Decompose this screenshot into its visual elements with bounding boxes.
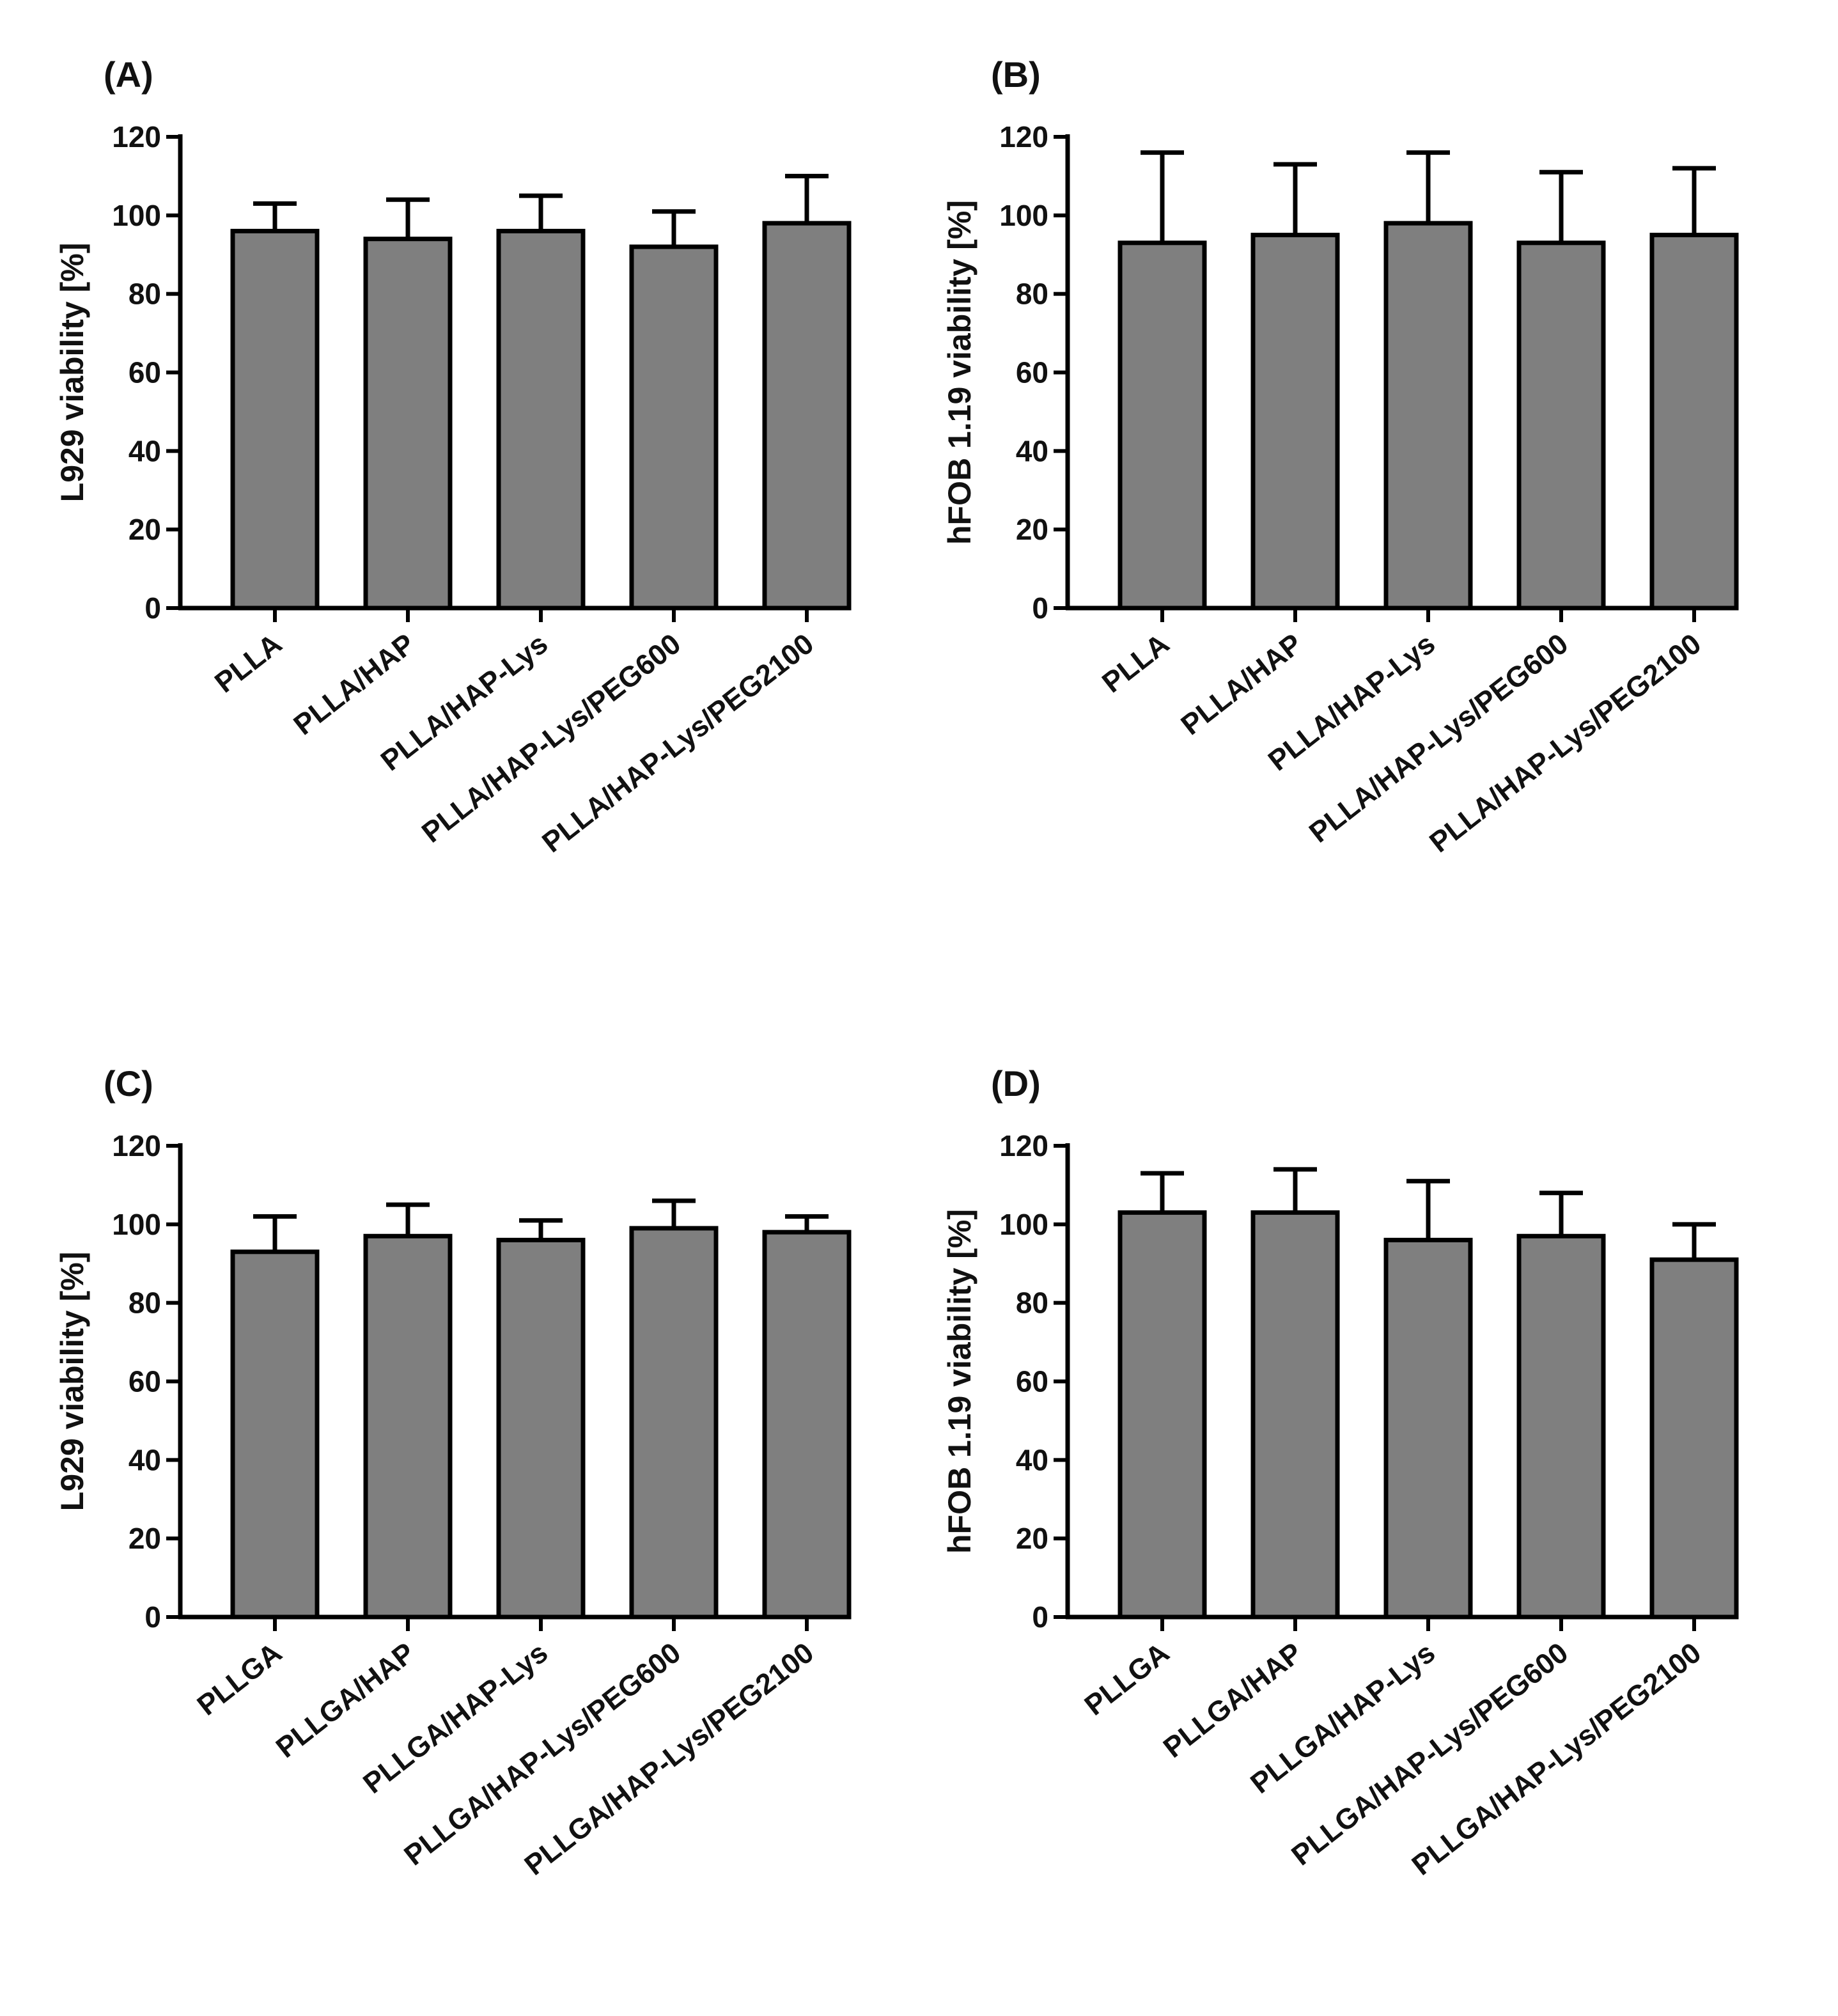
y-tick-label: 20: [1016, 1522, 1048, 1555]
bar: [230, 1249, 320, 1620]
category-label: PLLA/HAP: [287, 627, 421, 742]
y-tick-label: 20: [129, 513, 161, 546]
y-tick-label: 40: [129, 434, 161, 467]
panel-c-label: (C): [104, 1063, 153, 1104]
y-axis-title: hFOB 1.19 viability [%]: [942, 1209, 977, 1554]
bar: [629, 244, 719, 611]
panel-a: (A) 0 20 40 60 80 100 120 L929 viability [%] PLL…: [54, 54, 852, 859]
y-tick-label: 20: [1016, 513, 1048, 546]
y-tick-label: 80: [129, 1286, 161, 1320]
y-tick-label: 60: [129, 356, 161, 389]
y-tick-label: 100: [112, 1208, 161, 1241]
y-tick-label: 0: [144, 591, 161, 625]
y-axis-title: hFOB 1.19 viability [%]: [942, 200, 977, 545]
bar: [1649, 233, 1739, 611]
panel-d-label: (D): [991, 1063, 1041, 1104]
category-label: PLLA: [1096, 627, 1175, 699]
bar: [1516, 240, 1606, 611]
bar: [230, 228, 320, 611]
bar: [1516, 1233, 1606, 1620]
y-tick-label: 60: [1016, 1365, 1048, 1398]
y-axis-title: L929 viability [%]: [54, 243, 90, 503]
bar: [496, 1237, 586, 1620]
panel-b-label: (B): [991, 54, 1041, 95]
y-tick-label: 40: [1016, 1443, 1048, 1476]
category-label: PLLA/HAP-Lys/PEG600: [416, 627, 687, 849]
bar: [1118, 1210, 1207, 1620]
panel-d: (D) 0 20 40 60 80 100 120 hFOB 1.19 viability […: [942, 1063, 1739, 1882]
y-tick-label: 0: [144, 1600, 161, 1634]
y-tick-label: 80: [129, 277, 161, 311]
y-tick-label: 60: [1016, 356, 1048, 389]
bar: [762, 221, 852, 611]
panel-a-label: (A): [104, 54, 153, 95]
bar: [496, 228, 586, 611]
category-label: PLLA/HAP-Lys/PEG600: [1303, 627, 1574, 849]
bar: [1250, 1210, 1340, 1620]
y-tick-label: 120: [112, 1129, 161, 1162]
y-tick-label: 80: [1016, 1286, 1048, 1320]
category-label: PLLA/HAP: [1174, 627, 1308, 742]
bar: [762, 1230, 852, 1620]
bar: [363, 1233, 453, 1620]
y-tick-label: 40: [1016, 434, 1048, 467]
y-tick-label: 0: [1032, 591, 1048, 625]
y-tick-label: 120: [999, 120, 1048, 153]
bar: [1383, 1237, 1473, 1620]
y-tick-label: 100: [999, 1208, 1048, 1241]
y-tick-label: 0: [1032, 1600, 1048, 1634]
y-tick-label: 120: [112, 120, 161, 153]
category-label: PLLGA: [191, 1636, 288, 1722]
category-label: PLLGA: [1079, 1636, 1176, 1722]
panel-b: (B) 0 20 40 60 80 100 120 hFOB 1.19 viability […: [942, 54, 1739, 859]
y-tick-label: 120: [999, 1129, 1048, 1162]
bar: [1250, 233, 1340, 611]
bar: [629, 1226, 719, 1620]
category-label: PLLA/HAP-Lys/PEG2100: [1423, 627, 1707, 859]
y-axis-title: L929 viability [%]: [54, 1252, 90, 1512]
y-tick-label: 100: [112, 199, 161, 232]
y-tick-label: 60: [129, 1365, 161, 1398]
bar: [1118, 240, 1207, 611]
y-tick-label: 20: [129, 1522, 161, 1555]
panel-c: (C) 0 20 40 60 80 100 120 L929 viability [%] PLL…: [54, 1063, 852, 1882]
y-tick-label: 40: [129, 1443, 161, 1476]
category-label: PLLA: [208, 627, 288, 699]
bar: [1649, 1257, 1739, 1620]
category-label: PLLA/HAP-Lys/PEG2100: [536, 627, 820, 859]
y-tick-label: 80: [1016, 277, 1048, 311]
bar: [363, 237, 453, 611]
y-tick-label: 100: [999, 199, 1048, 232]
bar: [1383, 221, 1473, 611]
